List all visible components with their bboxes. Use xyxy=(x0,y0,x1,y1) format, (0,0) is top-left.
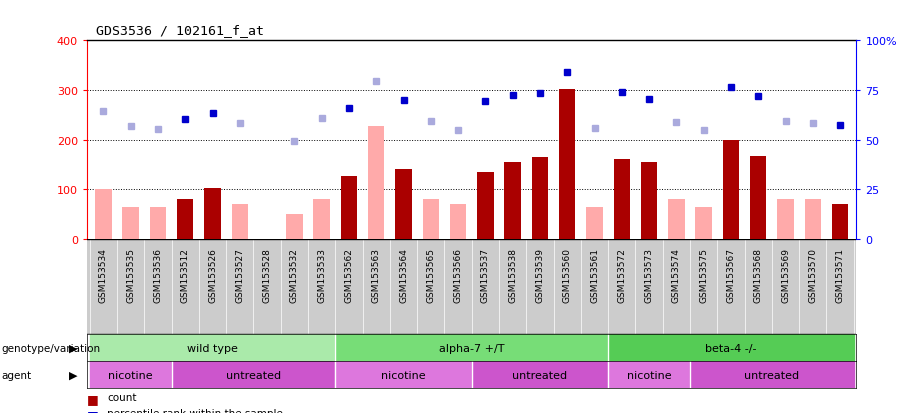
Text: GSM153527: GSM153527 xyxy=(235,247,245,302)
Bar xyxy=(690,361,854,388)
Bar xyxy=(232,205,248,240)
Bar xyxy=(614,159,630,240)
Bar xyxy=(90,361,171,388)
Text: GSM153575: GSM153575 xyxy=(699,247,708,302)
Text: GSM153535: GSM153535 xyxy=(126,247,136,302)
Text: ■: ■ xyxy=(87,392,99,405)
Text: GSM153526: GSM153526 xyxy=(208,247,217,302)
Text: GSM153532: GSM153532 xyxy=(289,247,299,302)
Bar xyxy=(778,200,793,240)
Bar xyxy=(505,163,521,240)
Bar xyxy=(668,200,684,240)
Text: GSM153539: GSM153539 xyxy=(536,247,544,302)
Text: GSM153562: GSM153562 xyxy=(344,247,354,302)
Text: percentile rank within the sample: percentile rank within the sample xyxy=(107,408,283,413)
Text: untreated: untreated xyxy=(226,370,281,380)
Text: GSM153564: GSM153564 xyxy=(399,247,408,302)
Bar xyxy=(177,200,193,240)
Bar xyxy=(608,361,690,388)
Bar xyxy=(95,190,112,240)
Bar xyxy=(204,189,221,240)
Text: GSM153534: GSM153534 xyxy=(99,247,108,302)
Text: GSM153536: GSM153536 xyxy=(154,247,162,302)
Text: GSM153537: GSM153537 xyxy=(481,247,490,302)
Bar xyxy=(695,207,712,240)
Text: GSM153566: GSM153566 xyxy=(453,247,463,302)
Bar xyxy=(608,335,854,361)
Bar xyxy=(171,361,335,388)
Bar xyxy=(286,215,302,240)
Text: GSM153567: GSM153567 xyxy=(726,247,736,302)
Bar xyxy=(586,207,603,240)
Bar xyxy=(750,156,767,240)
Text: beta-4 -/-: beta-4 -/- xyxy=(705,343,757,353)
Text: GSM153568: GSM153568 xyxy=(754,247,763,302)
Bar xyxy=(396,169,411,240)
Text: count: count xyxy=(107,392,136,402)
Bar xyxy=(477,173,494,240)
Text: GSM153561: GSM153561 xyxy=(590,247,599,302)
Bar xyxy=(832,205,848,240)
Text: untreated: untreated xyxy=(745,370,800,380)
Bar xyxy=(450,205,466,240)
Text: GSM153565: GSM153565 xyxy=(426,247,435,302)
Bar xyxy=(123,207,139,240)
Text: ▶: ▶ xyxy=(70,343,78,353)
Bar xyxy=(341,176,357,240)
Text: agent: agent xyxy=(2,370,32,380)
Text: untreated: untreated xyxy=(512,370,568,380)
Bar xyxy=(335,335,608,361)
Bar xyxy=(90,335,335,361)
Bar xyxy=(335,361,472,388)
Text: wild type: wild type xyxy=(187,343,238,353)
Bar xyxy=(313,200,330,240)
Text: GSM153572: GSM153572 xyxy=(617,247,627,302)
Text: GSM153573: GSM153573 xyxy=(645,247,654,302)
Bar xyxy=(422,200,439,240)
Bar xyxy=(559,89,575,240)
Bar xyxy=(472,361,608,388)
Text: nicotine: nicotine xyxy=(381,370,426,380)
Text: alpha-7 +/T: alpha-7 +/T xyxy=(439,343,505,353)
Text: GSM153574: GSM153574 xyxy=(671,247,681,302)
Text: nicotine: nicotine xyxy=(108,370,153,380)
Bar xyxy=(804,200,821,240)
Bar xyxy=(723,140,739,240)
Text: genotype/variation: genotype/variation xyxy=(2,343,101,353)
Text: GSM153533: GSM153533 xyxy=(317,247,326,302)
Text: GSM153538: GSM153538 xyxy=(508,247,518,302)
Text: GSM153560: GSM153560 xyxy=(562,247,572,302)
Bar xyxy=(532,158,548,240)
Text: GSM153563: GSM153563 xyxy=(372,247,381,302)
Text: GSM153512: GSM153512 xyxy=(180,247,190,302)
Text: GSM153571: GSM153571 xyxy=(835,247,845,302)
Text: ▶: ▶ xyxy=(70,370,78,380)
Text: GDS3536 / 102161_f_at: GDS3536 / 102161_f_at xyxy=(96,24,264,37)
Bar xyxy=(368,126,385,240)
Text: GSM153528: GSM153528 xyxy=(263,247,272,302)
Text: GSM153570: GSM153570 xyxy=(808,247,817,302)
Text: GSM153569: GSM153569 xyxy=(781,247,790,302)
Bar xyxy=(641,163,658,240)
Text: ■: ■ xyxy=(87,408,99,413)
Bar xyxy=(150,207,166,240)
Text: nicotine: nicotine xyxy=(627,370,671,380)
